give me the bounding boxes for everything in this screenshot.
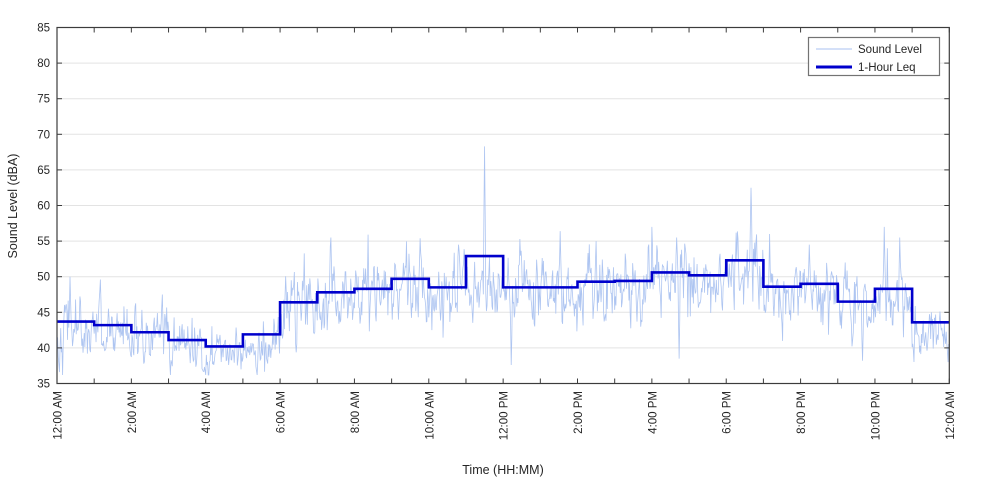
y-tick-labels: 35 40 45 50 55 60 65 70 75 80 85 xyxy=(37,23,50,391)
y-tick-label: 55 xyxy=(37,236,50,248)
x-tick-label: 6:00 PM xyxy=(722,391,734,434)
series-layer xyxy=(56,146,950,376)
legend-label-1-hour-leq: 1-Hour Leq xyxy=(858,62,916,74)
legend: Sound Level 1-Hour Leq xyxy=(807,36,941,77)
y-tick-label: 80 xyxy=(37,58,50,70)
x-tick-label: 10:00 PM xyxy=(870,391,882,440)
x-tick-label: 12:00 PM xyxy=(499,391,511,440)
legend-box xyxy=(807,36,941,77)
x-axis-label: Time (HH:MM) xyxy=(462,463,543,477)
y-tick-label: 45 xyxy=(37,307,50,319)
x-tick-label: 4:00 AM xyxy=(201,391,213,433)
x-tick-label: 2:00 AM xyxy=(127,391,139,433)
axes-and-ticks xyxy=(56,26,950,385)
y-tick-label: 60 xyxy=(37,201,50,213)
x-tick-label: 10:00 AM xyxy=(424,391,436,440)
leq-step-line xyxy=(57,254,950,348)
x-tick-label: 12:00 AM xyxy=(53,391,65,440)
y-tick-label: 70 xyxy=(37,129,50,141)
x-tick-label: 12:00 AM xyxy=(945,391,957,440)
y-tick-label: 35 xyxy=(37,379,50,391)
x-tick-label: 6:00 AM xyxy=(276,391,288,433)
x-tick-label: 2:00 PM xyxy=(573,391,585,434)
y-tick-label: 65 xyxy=(37,165,50,177)
x-tick-label: 8:00 PM xyxy=(796,391,808,434)
y-tick-label: 40 xyxy=(37,343,50,355)
y-gridlines xyxy=(57,62,950,349)
legend-label-sound-level: Sound Level xyxy=(858,44,922,56)
y-tick-label: 50 xyxy=(37,272,50,284)
x-tick-labels: 12:00 AM 2:00 AM 4:00 AM 6:00 AM 8:00 AM 10:0… xyxy=(53,391,957,440)
x-tick-label: 8:00 AM xyxy=(350,391,362,433)
y-axis-label: Sound Level (dBA) xyxy=(6,154,20,259)
x-tick-label: 4:00 PM xyxy=(647,391,659,434)
y-tick-label: 85 xyxy=(37,23,50,35)
y-tick-label: 75 xyxy=(37,94,50,106)
